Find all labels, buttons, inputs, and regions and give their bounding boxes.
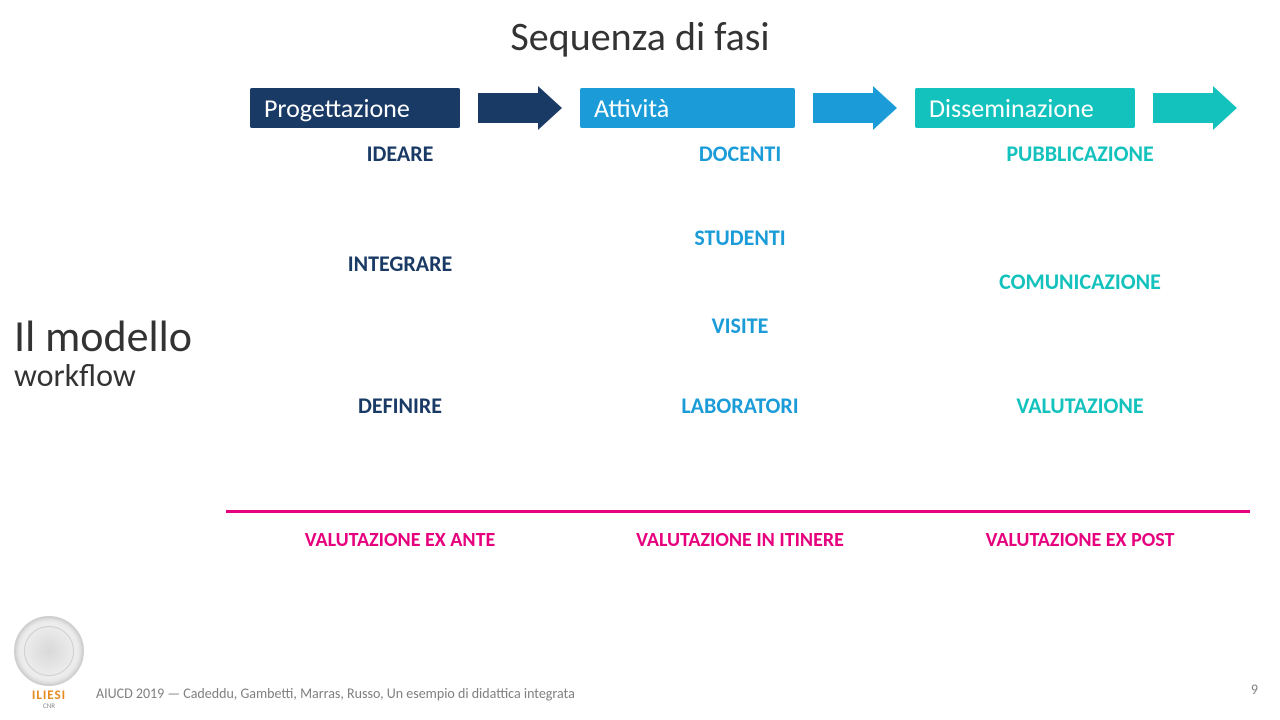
- phase-row: Progettazione Attività Disseminazione: [250, 86, 1260, 130]
- logo-sub: CNR: [43, 701, 55, 710]
- logo-block: ILIESI CNR: [14, 616, 84, 710]
- slide-title: Sequenza di fasi: [0, 12, 1280, 61]
- side-title: Il modello workflow: [14, 312, 192, 392]
- evaluation-item: VALUTAZIONE EX ANTE: [230, 528, 570, 552]
- arrow-icon: [813, 86, 897, 130]
- divider-line: [226, 510, 1250, 513]
- column-item: PUBBLICAZIONE: [910, 140, 1250, 167]
- column-item: IDEARE: [230, 140, 570, 167]
- arrow-icon: [478, 86, 562, 130]
- evaluation-item: VALUTAZIONE EX POST: [910, 528, 1250, 552]
- column-item: DOCENTI: [570, 140, 910, 167]
- phase-box: Attività: [580, 88, 795, 128]
- seal-icon: [14, 616, 84, 686]
- phase-column: DOCENTI STUDENTI VISITE LABORATORI: [570, 140, 910, 440]
- phase-column: IDEARE INTEGRARE DEFINIRE: [230, 140, 570, 440]
- arrow-icon: [1153, 86, 1237, 130]
- footer-text: AIUCD 2019 — Cadeddu, Gambetti, Marras, …: [96, 685, 575, 702]
- phase-box: Disseminazione: [915, 88, 1135, 128]
- phase-box: Progettazione: [250, 88, 460, 128]
- column-item: INTEGRARE: [230, 250, 570, 277]
- page-number: 9: [1251, 681, 1258, 698]
- phase-column: PUBBLICAZIONE COMUNICAZIONE VALUTAZIONE: [910, 140, 1250, 440]
- column-item: VALUTAZIONE: [910, 392, 1250, 419]
- columns-container: IDEARE INTEGRARE DEFINIRE DOCENTI STUDENTI VI…: [230, 140, 1250, 440]
- column-item: COMUNICAZIONE: [910, 268, 1250, 295]
- column-item: STUDENTI: [570, 224, 910, 251]
- side-title-main: Il modello: [14, 312, 192, 360]
- column-item: DEFINIRE: [230, 392, 570, 419]
- evaluation-row: VALUTAZIONE EX ANTEVALUTAZIONE IN ITINER…: [230, 528, 1250, 552]
- column-item: LABORATORI: [570, 392, 910, 419]
- column-item: VISITE: [570, 312, 910, 339]
- side-title-sub: workflow: [14, 360, 192, 392]
- evaluation-item: VALUTAZIONE IN ITINERE: [570, 528, 910, 552]
